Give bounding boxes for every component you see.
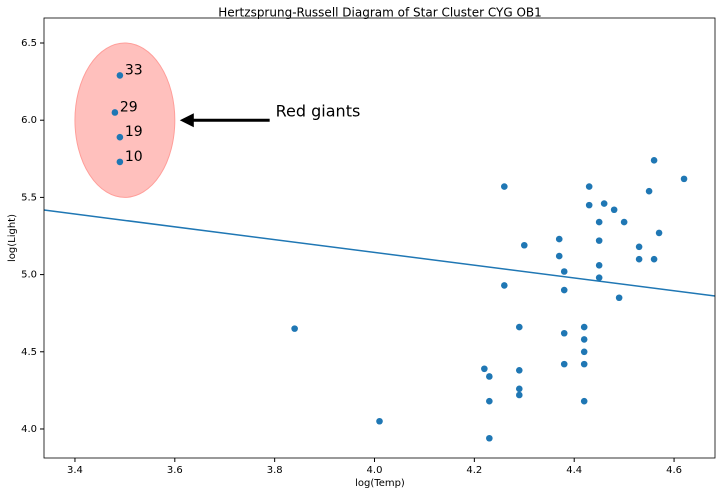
star-point <box>501 282 508 289</box>
star-point <box>595 274 603 281</box>
star-point <box>650 255 658 263</box>
star-point <box>595 262 603 269</box>
star-point <box>515 367 523 374</box>
star-point <box>580 336 588 343</box>
star-point <box>116 158 124 166</box>
y-tick-label: 5.5 <box>21 192 37 203</box>
chart-title: Hertzsprung-Russell Diagram of Star Clus… <box>218 6 542 20</box>
star-point <box>580 360 588 368</box>
point-label: 19 <box>125 124 143 140</box>
x-tick-label: 4.6 <box>666 465 682 476</box>
y-tick-label: 6.0 <box>21 115 37 126</box>
star-point <box>580 348 588 356</box>
star-point <box>580 397 588 405</box>
star-point <box>585 201 593 209</box>
star-point <box>555 252 563 260</box>
star-point <box>560 286 568 294</box>
star-point <box>580 323 588 331</box>
y-tick-label: 4.5 <box>21 347 37 358</box>
star-point <box>111 109 119 116</box>
star-point <box>635 243 643 251</box>
star-point <box>585 183 593 190</box>
annotation-text: Red giants <box>276 102 361 121</box>
y-tick-label: 4.0 <box>21 424 37 435</box>
x-tick-label: 3.8 <box>267 465 283 476</box>
star-point <box>291 325 298 332</box>
star-point <box>610 206 618 214</box>
x-tick-label: 3.4 <box>67 465 83 476</box>
star-point <box>481 365 488 373</box>
x-axis-label: log(Temp) <box>355 478 405 489</box>
y-tick-label: 5.0 <box>21 270 37 281</box>
star-point <box>560 360 568 368</box>
star-point <box>595 218 603 226</box>
star-point <box>486 434 493 442</box>
y-axis-label: log(Light) <box>7 214 18 262</box>
star-point <box>116 72 124 79</box>
star-point <box>650 157 658 164</box>
arrow-head <box>179 113 194 128</box>
x-tick-label: 4.0 <box>367 465 383 476</box>
point-label: 10 <box>125 149 143 165</box>
x-tick-label: 4.4 <box>566 465 582 476</box>
star-point <box>620 218 628 226</box>
star-point <box>655 229 663 237</box>
star-point <box>595 237 603 244</box>
star-point <box>486 373 493 380</box>
plot-frame <box>43 17 716 459</box>
fit-line <box>43 209 716 297</box>
star-point <box>680 175 688 183</box>
y-tick-label: 6.5 <box>21 38 37 49</box>
star-point <box>116 133 124 141</box>
star-point <box>486 397 493 405</box>
star-point <box>615 294 623 302</box>
star-point <box>635 255 643 263</box>
x-tick-label: 4.2 <box>466 465 482 476</box>
point-label: 29 <box>120 99 138 115</box>
star-point <box>560 329 568 337</box>
star-point <box>520 241 528 249</box>
star-point <box>600 200 608 207</box>
star-point <box>501 183 508 190</box>
point-label: 33 <box>125 62 143 78</box>
star-point <box>376 417 383 425</box>
star-point <box>515 391 523 399</box>
star-point <box>560 268 568 275</box>
star-point <box>555 235 563 243</box>
star-point <box>645 187 653 195</box>
star-point <box>515 323 523 331</box>
star-point <box>515 385 523 393</box>
x-tick-label: 3.6 <box>167 465 183 476</box>
highlight-ellipse <box>74 42 176 198</box>
